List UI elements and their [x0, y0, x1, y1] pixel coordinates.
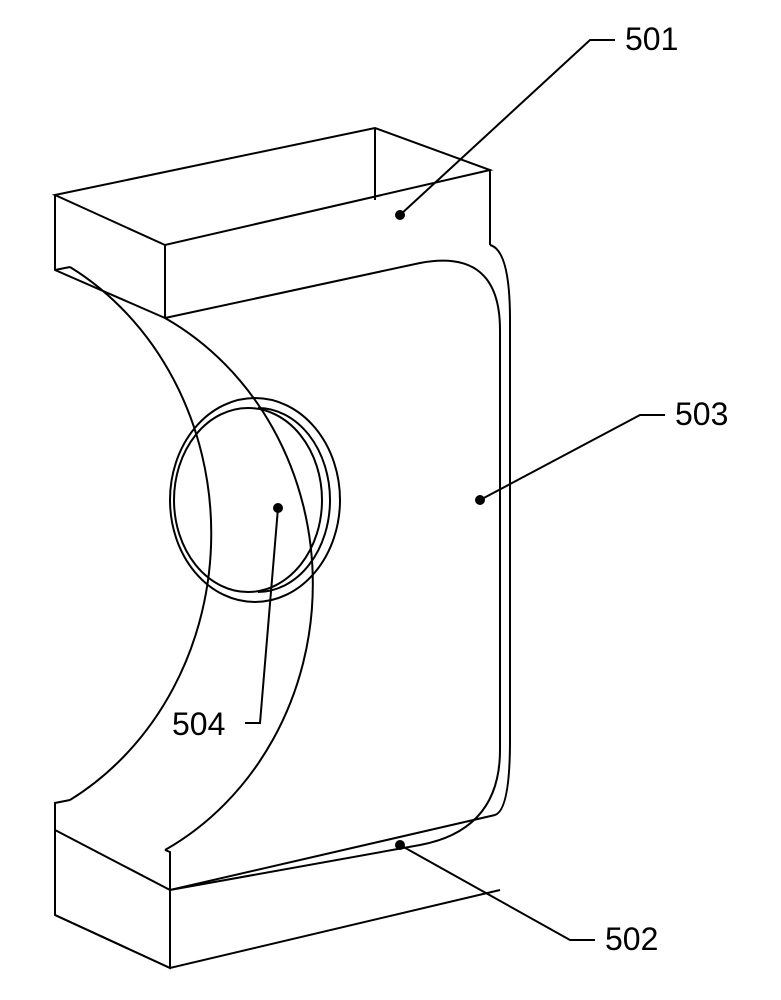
bottom-flange-front: [55, 830, 170, 968]
callout-503-label: 503: [675, 396, 728, 432]
bore-inner: [174, 408, 322, 592]
callout-501-label: 501: [625, 21, 678, 57]
top-flange-top: [55, 128, 490, 245]
callout-504: 504: [172, 503, 283, 742]
bottom-connect-back: [165, 850, 170, 890]
callout-503-leader: [480, 415, 665, 500]
callout-502-label: 502: [605, 921, 658, 957]
callouts: 501 503 504 502: [172, 21, 728, 957]
bore-inner-rim: [258, 408, 330, 592]
callout-503: 503: [475, 396, 728, 505]
top-flange-front: [55, 195, 165, 318]
callout-501: 501: [395, 21, 678, 220]
callout-504-leader: [245, 508, 278, 723]
callout-501-leader: [400, 40, 615, 215]
technical-drawing: 501 503 504 502: [0, 0, 781, 1000]
top-flange-bottom-front: [55, 267, 70, 270]
bottom-connect-front: [55, 800, 70, 830]
bottom-flange-bottom: [55, 890, 500, 968]
callout-502-leader: [400, 845, 595, 940]
bore-outer: [170, 398, 340, 602]
callout-504-label: 504: [172, 706, 225, 742]
callout-502: 502: [395, 840, 658, 957]
inner-arc-back: [165, 318, 313, 850]
part-body: [55, 128, 510, 968]
bottom-flange-top: [55, 815, 495, 890]
